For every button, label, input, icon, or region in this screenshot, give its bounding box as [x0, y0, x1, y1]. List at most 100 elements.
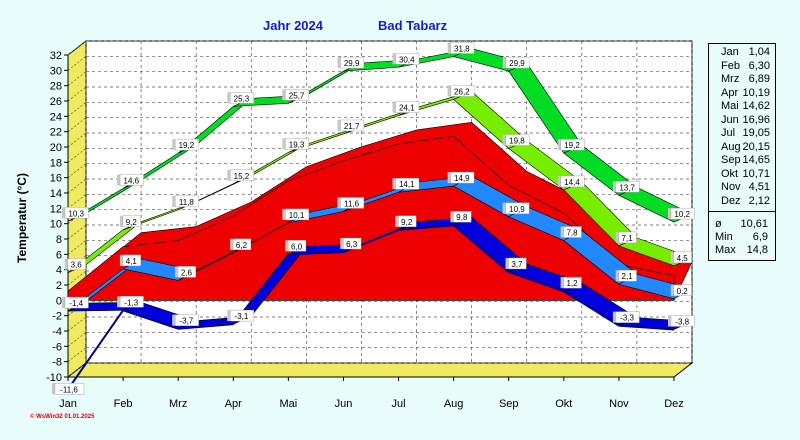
data-label: 2,6 [181, 268, 193, 277]
data-label-box [232, 238, 252, 251]
legend-month-value: 14,62 [742, 100, 770, 112]
legend-month-label: Mrz [721, 73, 740, 85]
legend-month-label: Dez [721, 194, 741, 207]
legend-row: Okt 10,71 [709, 167, 775, 181]
y-tick-label: 28 [50, 81, 62, 93]
data-label: 6,2 [236, 241, 248, 250]
data-label: 25,3 [234, 94, 250, 103]
data-label: 4,1 [126, 257, 138, 266]
chart-title-place: Bad Tabarz [378, 18, 448, 33]
legend-month-value: 6,30 [748, 59, 770, 72]
data-label-box [673, 284, 692, 296]
data-label-box [285, 138, 309, 150]
data-label: 10,9 [509, 205, 525, 214]
data-label-box [615, 311, 640, 323]
data-label: 14,1 [399, 180, 415, 189]
data-label-box [563, 226, 582, 238]
legend-month-label: Feb [721, 59, 740, 72]
y-tick-label: 2 [56, 280, 62, 292]
y-tick-label: 6 [56, 249, 62, 261]
data-label: 10,1 [289, 211, 305, 220]
x-tick-label: Feb [114, 398, 133, 410]
legend-month-value: 16,96 [742, 113, 770, 126]
data-label: -3,8 [675, 317, 689, 326]
y-tick-label: 22 [50, 127, 62, 139]
data-label-box [343, 237, 362, 250]
y-tick-label: -10 [46, 372, 62, 384]
series-min-abs-line [122, 309, 179, 330]
legend-month-value: 10,19 [742, 86, 770, 99]
x-tick-label: Apr [225, 398, 242, 410]
data-label-box [560, 138, 585, 151]
series-min-abs-line [288, 251, 344, 256]
legend-row: Dez 2,12 [709, 194, 775, 208]
data-label: 19,3 [289, 140, 305, 149]
y-tick-label: -8 [52, 357, 62, 369]
data-label-box [54, 383, 85, 395]
data-label-box [673, 251, 692, 264]
y-tick-label: 30 [50, 65, 62, 77]
y-tick-label: 20 [50, 142, 62, 154]
legend-row: Apr 10,19 [709, 86, 775, 100]
legend-month-label: Aug [721, 140, 741, 153]
legend-stat-row: ø 10,61 [709, 217, 775, 231]
legend-month-label: Jun [721, 113, 739, 126]
data-label-box [450, 171, 475, 184]
series-min-abs-line [452, 224, 510, 273]
data-label-box [615, 181, 640, 193]
x-tick-label: Nov [609, 398, 629, 410]
data-label: 29,9 [509, 59, 525, 68]
legend-month-label: Okt [721, 167, 739, 180]
data-label-box [505, 134, 530, 146]
legend-month-label: Apr [721, 86, 739, 99]
legend-separator [709, 211, 775, 212]
data-label-box [395, 178, 420, 190]
data-label-box [122, 254, 141, 267]
data-label-box [285, 208, 309, 221]
y-tick-label: 24 [50, 111, 62, 123]
legend-month-label: Mai [721, 100, 739, 112]
legend-month-value: 19,05 [742, 127, 770, 139]
data-label: 15,2 [234, 172, 250, 181]
data-label: 10,3 [68, 209, 84, 218]
data-label-box [395, 53, 420, 65]
legend-row: Jan 1,04 [709, 45, 775, 59]
legend-month-value: 10,71 [742, 167, 770, 180]
series-min-abs-line [178, 323, 234, 330]
data-label-box [560, 175, 585, 188]
data-label-box [285, 89, 309, 101]
legend-stat-value: 10,61 [740, 218, 768, 230]
data-label: 14,6 [124, 176, 140, 185]
data-label-box [398, 215, 417, 228]
data-label-box [618, 231, 637, 244]
data-label-box [177, 266, 196, 278]
data-label-box [618, 270, 637, 282]
data-label-box [450, 85, 475, 97]
x-tick-label: Aug [444, 398, 464, 410]
data-label-box [453, 210, 472, 223]
data-label: 26,2 [454, 87, 470, 96]
data-label-box [122, 215, 141, 228]
legend-row: Jun 16,96 [709, 113, 775, 127]
data-label: 6,0 [291, 242, 303, 251]
plot-floor [66, 362, 694, 378]
y-tick-label: 4 [56, 265, 62, 277]
data-label: 3,7 [511, 260, 523, 269]
data-label-box [119, 296, 144, 308]
data-label: 19,2 [179, 141, 195, 150]
legend-month-label: Jan [721, 46, 739, 58]
data-label: 6,3 [346, 240, 358, 249]
data-label-box [230, 309, 254, 322]
data-label: 9,2 [126, 218, 138, 227]
y-tick-label: 10 [50, 219, 62, 231]
data-label-box [119, 174, 144, 186]
data-label: 25,7 [289, 91, 305, 100]
data-label: 14,4 [564, 178, 580, 187]
legend-month-value: 2,12 [748, 194, 770, 207]
x-tick-label: Jan [59, 398, 77, 410]
legend-stat-label: Min [715, 231, 733, 243]
legend-month-value: 6,89 [748, 73, 770, 85]
data-label: 1,2 [566, 279, 578, 288]
legend-month-label: Jul [721, 127, 736, 139]
y-tick-label: -4 [52, 326, 62, 338]
